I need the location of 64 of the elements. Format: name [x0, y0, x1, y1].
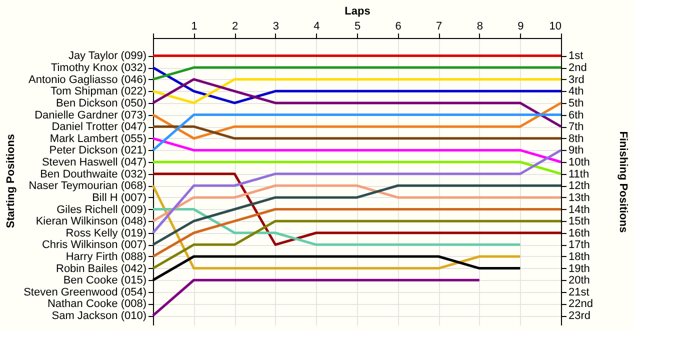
y-tick-label: 21st: [568, 286, 590, 298]
y-tick-label: 15th: [568, 216, 590, 228]
x-tick-label: 7: [436, 20, 442, 32]
text: Starting Positions: [5, 134, 17, 228]
category-label: Ben Cooke (015): [63, 274, 146, 287]
category-label: Antonio Gagliasso (046): [28, 74, 146, 86]
category-label: Danielle Gardner (073): [34, 109, 146, 122]
line-series: [152, 208, 562, 258]
line-series: [152, 184, 562, 246]
category-label: Mark Lambert (055): [50, 132, 146, 145]
category-label: Giles Richell (009): [56, 204, 146, 216]
y-tick-label: 22nd: [568, 298, 593, 310]
y-tick-label: 20th: [568, 274, 590, 287]
category-label: Kieran Wilkinson (048): [36, 216, 146, 228]
category-label: Jay Taylor (099): [68, 50, 146, 62]
category-label: Timothy Knox (032): [50, 62, 146, 74]
y-tick-label: 23rd: [568, 310, 591, 322]
x-tick-label: 1: [191, 20, 198, 32]
category-label: Robin Bailes (042): [56, 262, 146, 275]
line-series: [152, 102, 562, 140]
y-tick-label: 5th: [568, 97, 584, 110]
category-label: Bill H (007): [92, 192, 146, 204]
x-tick-label: 4: [314, 20, 320, 32]
x-tick-label: 6: [395, 20, 402, 32]
category-label: Peter Dickson (021): [49, 144, 146, 157]
y-tick-label: 10th: [568, 156, 590, 169]
x-tick-label: 5: [354, 20, 361, 32]
category-label: Tom Shipman (022): [50, 86, 146, 98]
y-tick-label: 14th: [568, 204, 590, 216]
y-tick-label: 1st: [568, 50, 584, 62]
category-label: Ben Douthwaite (032): [40, 168, 146, 180]
y-tick-label: 13th: [568, 192, 590, 204]
y-tick-label: 11th: [568, 168, 590, 180]
y-tick-label: 2nd: [568, 62, 587, 74]
category-label: Sam Jackson (010): [52, 310, 146, 322]
y-tick-label: 17th: [568, 239, 590, 252]
x-tick-label: 8: [476, 20, 483, 32]
category-label: Ross Kelly (019): [66, 227, 146, 240]
line-series: [152, 148, 562, 234]
x-tick-label: 3: [272, 20, 279, 32]
category-label: Harry Firth (088): [66, 251, 146, 263]
y-tick-label: 8th: [568, 132, 584, 145]
category-label: Daniel Trotter (047): [52, 121, 146, 134]
x-tick-label: 2: [232, 20, 238, 32]
y-tick-label: 7th: [568, 121, 584, 134]
y-tick-label: 19th: [568, 262, 590, 275]
line-series: [152, 78, 562, 128]
x-tick-label: 9: [518, 20, 524, 32]
category-label: Nathan Cooke (008): [47, 298, 146, 310]
x-axis-title: Laps: [344, 6, 370, 18]
y-tick-label: 3rd: [568, 74, 584, 86]
category-label: Steven Greenwood (054): [24, 286, 146, 298]
x-tick-label: 10: [549, 20, 562, 32]
y-tick-label: 16th: [568, 227, 590, 240]
y-tick-label: 18th: [568, 251, 590, 263]
category-label: Ben Dickson (050): [56, 97, 146, 110]
y2-axis-title: Finishing Positions: [616, 131, 629, 233]
y-tick-label: 9th: [568, 144, 584, 157]
category-label: Naser Teymourian (068): [28, 180, 146, 192]
y-tick-label: 6th: [568, 109, 584, 122]
category-label: Steven Haswell (047): [42, 156, 146, 169]
y-tick-label: 4th: [568, 86, 584, 98]
y-tick-label: 12th: [568, 180, 590, 192]
category-label: Chris Wilkinson (007): [42, 239, 146, 252]
